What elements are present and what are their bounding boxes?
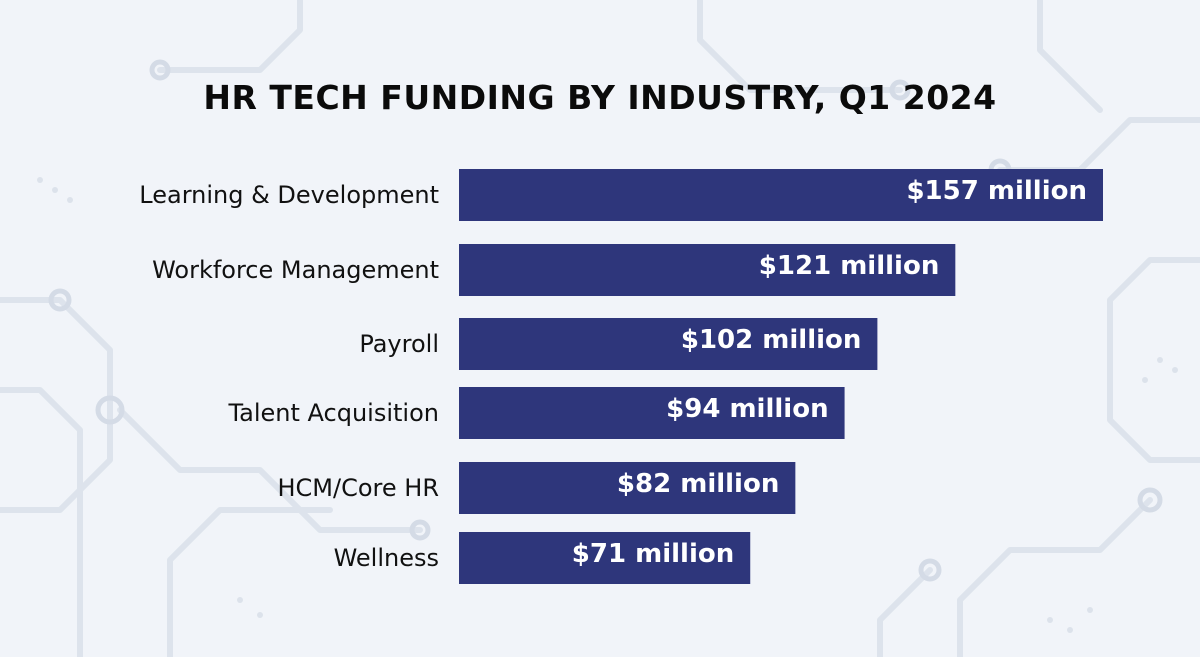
category-label: Wellness: [334, 544, 439, 572]
category-label: HCM/Core HR: [278, 474, 440, 502]
bar: [459, 532, 751, 584]
category-label: Workforce Management: [152, 256, 439, 284]
data-label: $157 million: [906, 176, 1087, 206]
chart-title: HR TECH FUNDING BY INDUSTRY, Q1 2024: [203, 78, 997, 117]
bar: [459, 244, 956, 296]
data-label: $102 million: [681, 325, 862, 355]
category-label: Payroll: [359, 330, 439, 358]
category-labels-group: Learning & Development Workforce Manageme…: [139, 181, 439, 572]
category-label: Learning & Development: [139, 181, 439, 209]
bar: [459, 318, 878, 370]
bar: [459, 387, 845, 439]
data-label: $71 million: [572, 539, 734, 569]
category-label: Talent Acquisition: [227, 399, 439, 427]
data-label: $94 million: [666, 394, 828, 424]
bar: [459, 169, 1103, 221]
data-label: $121 million: [759, 251, 940, 281]
data-labels-group: $157 million $121 million $102 million $94 …: [572, 176, 1087, 569]
data-label: $82 million: [617, 469, 779, 499]
bars-group: [459, 169, 1103, 584]
bar: [459, 462, 796, 514]
